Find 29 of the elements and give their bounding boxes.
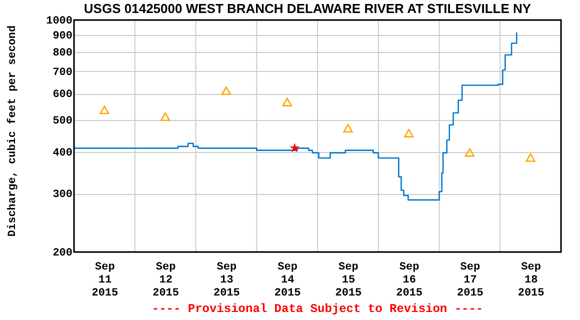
point — [343, 124, 353, 132]
y-tick-label: 400 — [52, 148, 72, 160]
y-tick-label: 600 — [52, 89, 72, 102]
y-tick-label: 800 — [52, 48, 72, 60]
point — [160, 112, 170, 122]
x-tick-label: Sep 14 2015 — [274, 262, 302, 300]
point — [221, 86, 232, 96]
point — [526, 153, 536, 162]
point — [100, 106, 110, 114]
x-tick-label: Sep 15 2015 — [335, 262, 362, 300]
text: ---- Provisional Data Subject to Revision ---- — [152, 302, 484, 316]
y-axis-title: Discharge, cubic feet per second — [6, 25, 19, 237]
chart-title: USGS 01425000 WEST BRANCH DELAWARE RIVER AT STILESVILLE NY — [84, 1, 532, 16]
y-tick-label: 500 — [52, 115, 72, 128]
x-tick-label: Sep 18 2015 — [518, 262, 545, 300]
point — [290, 142, 300, 152]
point — [282, 98, 292, 106]
y-tick-label: 300 — [52, 189, 72, 202]
x-tick-label: Sep 17 2015 — [456, 262, 484, 300]
y-tick-label: 200 — [52, 248, 72, 260]
y-tick-label: 1000 — [46, 16, 72, 28]
x-tick-label: Sep 13 2015 — [213, 262, 240, 300]
x-tick-label: Sep 16 2015 — [396, 262, 423, 300]
y-tick-label: 900 — [52, 30, 72, 43]
x-tick-label: Sep 11 2015 — [92, 262, 119, 300]
point — [464, 148, 475, 157]
y-tick-label: 700 — [52, 66, 72, 79]
x-tick-label: Sep 12 2015 — [152, 262, 180, 300]
point — [404, 128, 414, 138]
